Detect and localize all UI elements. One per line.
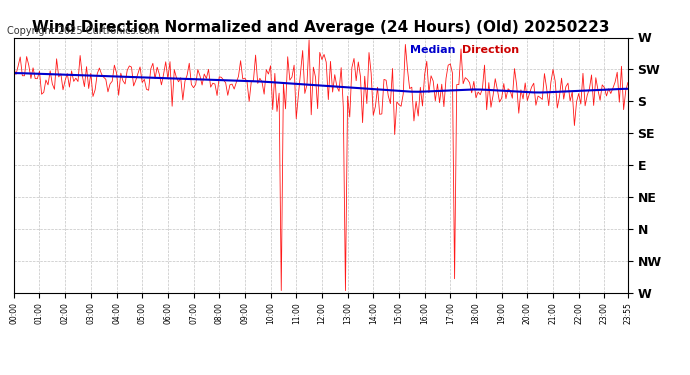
Title: Wind Direction Normalized and Average (24 Hours) (Old) 20250223: Wind Direction Normalized and Average (2… [32,20,609,35]
Text: Direction: Direction [462,45,519,55]
Text: Copyright 2025 Curtronics.com: Copyright 2025 Curtronics.com [7,26,159,36]
Text: Median: Median [411,45,456,55]
